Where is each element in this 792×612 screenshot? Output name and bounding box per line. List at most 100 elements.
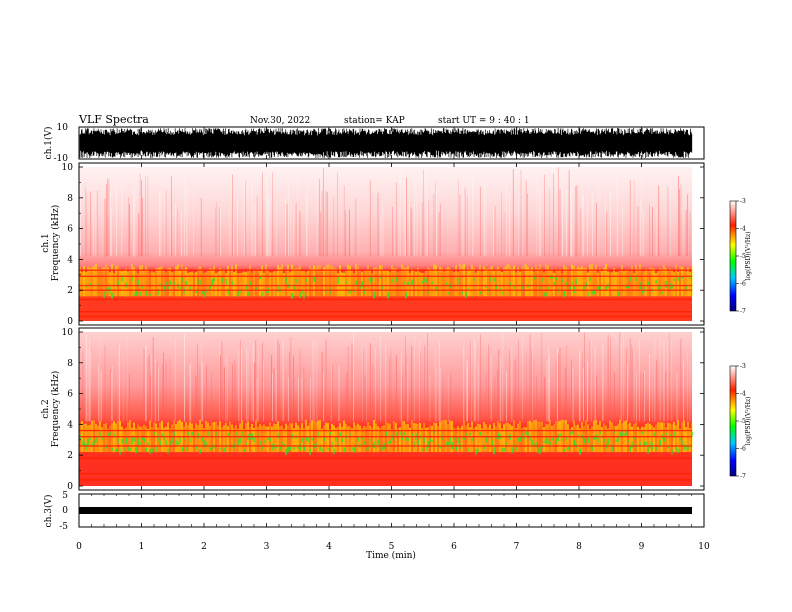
spectrogram-yellow-cell (159, 423, 161, 453)
spectrogram-yellow-cell (427, 267, 429, 297)
spectrogram-yellow-cell (633, 272, 635, 297)
spectrogram-green-cell (293, 446, 295, 450)
ch1-spectrogram-image (79, 167, 692, 321)
spectrogram-green-cell (457, 277, 459, 285)
spectrogram-green-cell (663, 436, 665, 442)
spectrogram-green-cell (91, 442, 93, 447)
spectrogram-yellow-cell (621, 265, 623, 297)
spectrogram-green-cell (227, 432, 229, 436)
spectrogram-green-cell (493, 278, 495, 282)
spectrogram-yellow-cell (85, 272, 87, 297)
spectrogram-yellow-cell (593, 268, 595, 297)
spectrogram-yellow-cell (655, 273, 657, 297)
spectrogram-green-cell (649, 441, 651, 449)
spectrogram-yellow-cell (501, 271, 503, 297)
spectrogram-yellow-cell (435, 265, 437, 297)
spectrogram-yellow-cell (271, 272, 273, 297)
spectrogram-yellow-cell (577, 424, 579, 453)
time-tick-label: 10 (698, 542, 710, 552)
spectrogram-yellow-cell (205, 271, 207, 297)
spectrogram-green-cell (545, 437, 547, 444)
spectrogram-green-cell (671, 284, 673, 289)
freq-tick-label: 8 (67, 194, 73, 204)
spectrogram-yellow-cell (307, 270, 309, 297)
spectrogram-yellow-cell (477, 269, 479, 297)
ch1-waveform-panel: 10 -10 ch.1(V) (43, 123, 705, 164)
spectrogram-yellow-cell (81, 271, 83, 297)
spectrogram-green-cell (647, 446, 649, 454)
spectrogram-yellow-cell (579, 267, 581, 297)
spectrogram-yellow-cell (471, 265, 473, 297)
spectrogram-green-cell (121, 274, 123, 282)
spectrogram-green-cell (107, 287, 109, 292)
spectrogram-green-cell (461, 290, 463, 295)
spectrogram-yellow-cell (447, 423, 449, 453)
spectrogram-yellow-cell (283, 273, 285, 297)
spectrogram-green-cell (101, 435, 103, 440)
spectrogram-yellow-cell (245, 423, 247, 453)
spectrogram-green-cell (435, 286, 437, 292)
spectrogram-yellow-cell (167, 267, 169, 297)
spectrogram-green-cell (117, 438, 119, 443)
spectrogram-yellow-cell (455, 265, 457, 297)
spectrogram-green-cell (445, 442, 447, 447)
spectrogram-yellow-cell (291, 264, 293, 297)
spectrogram-green-cell (541, 445, 543, 449)
spectrogram-yellow-cell (511, 268, 513, 297)
spectrogram-green-cell (503, 448, 505, 452)
spectrogram-yellow-cell (551, 268, 553, 297)
spectrogram-green-cell (149, 293, 151, 297)
spectrogram-yellow-cell (239, 273, 241, 297)
spectrogram-green-cell (543, 292, 545, 296)
spectrogram-yellow-cell (347, 426, 349, 453)
spectrogram-green-cell (617, 435, 619, 443)
spectrogram-yellow-cell (109, 272, 111, 297)
spectrogram-green-cell (299, 443, 301, 451)
time-tick-label: 0 (76, 542, 82, 552)
spectrogram-green-cell (485, 285, 487, 288)
spectrogram-green-cell (395, 431, 397, 438)
spectrogram-yellow-cell (207, 422, 209, 453)
spectrogram-yellow-cell (681, 266, 683, 297)
spectrogram-green-cell (593, 289, 595, 295)
spectrogram-green-cell (611, 444, 613, 452)
spectrogram-yellow-cell (359, 425, 361, 453)
spectrogram-yellow-cell (349, 426, 351, 453)
spectrogram-yellow-cell (637, 268, 639, 297)
spectrogram-yellow-cell (591, 264, 593, 297)
spectrogram-green-cell (631, 441, 633, 449)
spectrogram-green-cell (411, 279, 413, 286)
spectrogram-yellow-cell (437, 425, 439, 453)
spectrogram-green-cell (169, 440, 171, 446)
spectrogram-green-cell (469, 433, 471, 436)
spectrogram-green-cell (143, 438, 145, 443)
spectrogram-yellow-cell (573, 265, 575, 297)
freq-tick-label: 4 (67, 420, 73, 430)
spectrogram-yellow-cell (195, 272, 197, 297)
spectrogram-yellow-cell (419, 272, 421, 297)
spectrogram-green-cell (493, 447, 495, 455)
spectrogram-yellow-cell (495, 269, 497, 297)
spectrogram-green-cell (291, 292, 293, 300)
spectrogram-yellow-cell (203, 272, 205, 297)
spectrogram-yellow-cell (533, 271, 535, 297)
spectrogram-yellow-cell (525, 264, 527, 297)
spectrogram-yellow-cell (133, 267, 135, 297)
spectrogram-green-cell (341, 438, 343, 443)
spectrogram-yellow-cell (395, 268, 397, 297)
spectrogram-yellow-cell (379, 427, 381, 453)
ch3-waveform-panel: 5 0 -5 ch.3(V) (43, 491, 705, 532)
spectrogram-green-cell (157, 288, 159, 296)
ch1-colorbar-ticks: -3 -4 -5 -6 -7 (736, 198, 746, 315)
spectrogram-green-cell (361, 436, 363, 440)
spectrogram-green-cell (167, 448, 169, 454)
spectrogram-yellow-cell (353, 273, 355, 297)
spectrogram-yellow-cell (621, 423, 623, 453)
spectrogram-green-cell (197, 278, 199, 284)
spectrogram-green-cell (241, 430, 243, 437)
spectrogram-yellow-cell (109, 425, 111, 453)
spectrogram-green-cell (175, 439, 177, 446)
spectrogram-yellow-cell (135, 428, 137, 453)
spectrogram-yellow-cell (249, 427, 251, 453)
spectrogram-green-cell (547, 286, 549, 291)
